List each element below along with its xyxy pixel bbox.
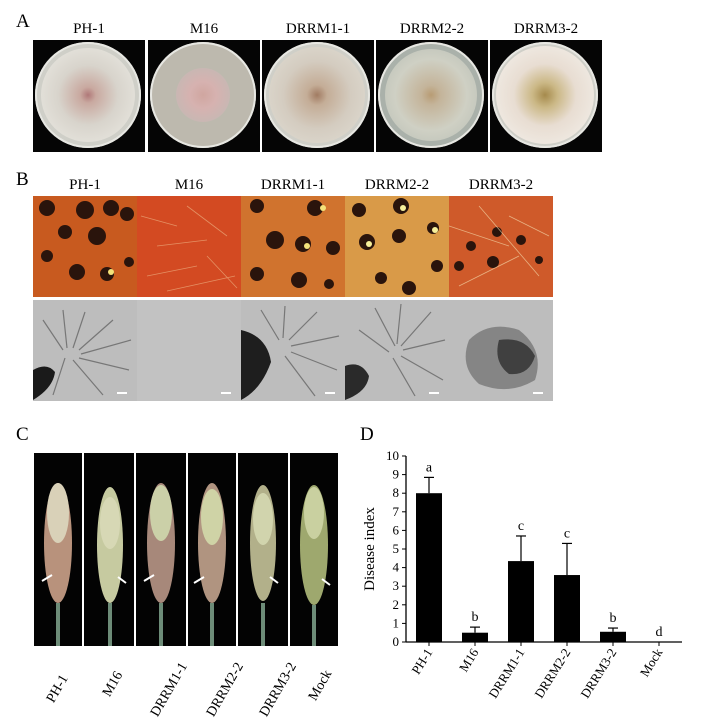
y-tick-label: 4	[393, 560, 400, 575]
spike-label-drrm2-2: DRRM2-2	[204, 660, 247, 720]
bar	[600, 631, 626, 642]
asci-image-m16	[137, 300, 241, 401]
significance-letter: b	[610, 611, 617, 626]
spike-label-mock: Mock	[306, 667, 336, 704]
plate-image-drrm1-1	[262, 40, 374, 152]
bar	[416, 493, 442, 642]
spike-label-m16: M16	[100, 669, 127, 700]
plate-label-drrm3-2: DRRM3-2	[513, 21, 579, 37]
perithecia-label-drrm1-1: DRRM1-1	[260, 177, 326, 193]
y-tick-label: 7	[393, 504, 400, 519]
bar	[508, 561, 534, 642]
asci-image-ph1	[33, 300, 137, 401]
x-tick-label: M16	[456, 645, 482, 674]
wheat-head-image-mock	[290, 453, 338, 646]
x-tick-label: PH-1	[408, 646, 435, 677]
y-tick-label: 5	[393, 541, 400, 556]
perithecia-image-m16	[137, 196, 241, 297]
y-tick-label: 6	[393, 522, 400, 537]
significance-letter: a	[426, 460, 433, 475]
spike-label-ph1: PH-1	[44, 672, 72, 706]
wheat-head-image-drrm3-2	[238, 453, 288, 646]
significance-letter: c	[564, 526, 570, 541]
wheat-head-image-m16	[84, 453, 134, 646]
x-tick-label: Mock	[637, 645, 666, 679]
spike-label-drrm1-1: DRRM1-1	[148, 660, 191, 720]
wheat-head-image-drrm2-2	[188, 453, 236, 646]
x-tick-label: DRRM3-2	[577, 646, 619, 701]
significance-letter: b	[472, 610, 479, 625]
perithecia-image-ph1	[33, 196, 137, 297]
perithecia-label-drrm2-2: DRRM2-2	[364, 177, 430, 193]
perithecia-label-ph1: PH-1	[69, 177, 101, 193]
plate-image-m16	[148, 40, 260, 152]
plate-label-drrm1-1: DRRM1-1	[285, 21, 351, 37]
wheat-head-image-drrm1-1	[136, 453, 186, 646]
plate-label-m16: M16	[189, 21, 219, 37]
plate-label-drrm2-2: DRRM2-2	[399, 21, 465, 37]
wheat-head-image-ph1	[34, 453, 82, 646]
y-tick-label: 8	[393, 485, 400, 500]
significance-letter: d	[656, 625, 663, 640]
perithecia-label-drrm3-2: DRRM3-2	[468, 177, 534, 193]
y-tick-label: 9	[393, 467, 400, 482]
x-tick-label: DRRM2-2	[531, 646, 573, 701]
y-tick-label: 1	[393, 615, 400, 630]
significance-letter: c	[518, 519, 524, 534]
asci-image-drrm1-1	[241, 300, 345, 401]
panel-d-letter: D	[360, 424, 374, 445]
perithecia-label-m16: M16	[174, 177, 204, 193]
panel-b-letter: B	[16, 169, 29, 190]
disease-index-chart: 0 1 2 3 4 5 6 7 8 9 10 Disease index a PH-1 b M16 c DRRM1…	[362, 448, 682, 701]
asci-image-drrm2-2	[345, 300, 449, 401]
perithecia-image-drrm1-1	[241, 196, 345, 297]
bar	[554, 575, 580, 642]
panel-a-letter: A	[16, 11, 30, 32]
plate-label-ph1: PH-1	[73, 21, 105, 37]
spike-label-drrm3-2: DRRM3-2	[257, 660, 300, 720]
y-tick-label: 10	[386, 448, 399, 463]
y-tick-label: 3	[393, 578, 400, 593]
perithecia-image-drrm3-2	[449, 196, 553, 297]
plate-image-drrm2-2	[376, 40, 488, 152]
plate-image-ph1	[33, 40, 145, 152]
bar	[462, 632, 488, 642]
y-tick-label: 0	[393, 634, 400, 649]
x-tick-label: DRRM1-1	[485, 646, 527, 701]
plate-image-drrm3-2	[490, 40, 602, 152]
asci-image-drrm3-2	[449, 300, 553, 401]
y-tick-label: 2	[393, 597, 400, 612]
y-axis-title: Disease index	[362, 507, 378, 591]
panel-c-letter: C	[16, 424, 29, 445]
perithecia-image-drrm2-2	[345, 196, 449, 297]
